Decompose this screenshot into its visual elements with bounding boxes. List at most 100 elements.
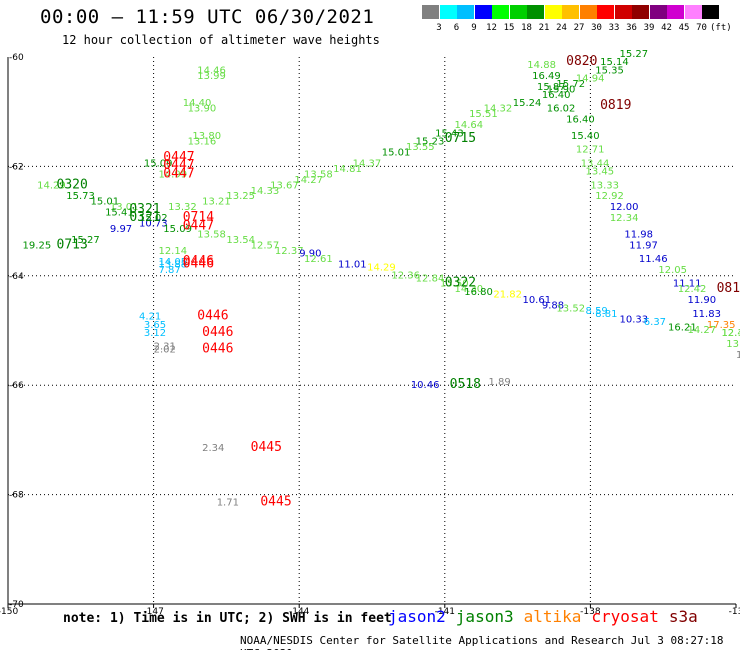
wave-height-label: 11.90 <box>687 295 716 306</box>
wave-height-label: 9.90 <box>299 249 321 260</box>
legend-label: 70 <box>696 23 707 33</box>
wave-height-label: 8.59 <box>586 306 608 317</box>
wave-height-label: 13.4 <box>726 339 740 350</box>
y-tick-label: -60 <box>9 53 24 63</box>
wave-height-label: 14.64 <box>455 120 484 131</box>
wave-height-label: 12.37 <box>275 246 304 257</box>
legend-swatch <box>509 5 527 19</box>
time-label: 0321 <box>129 202 160 217</box>
time-label: 0715 <box>445 131 476 146</box>
wave-height-label: 4.21 <box>139 312 161 323</box>
wave-height-label: 15.01 <box>382 147 411 158</box>
legend-label: 21 <box>538 23 550 33</box>
wave-height-label: 11.83 <box>692 309 721 320</box>
wave-height-label: 14.30 <box>455 284 484 295</box>
wave-height-label: 15.01 <box>91 197 120 208</box>
wave-height-label: 15.09 <box>163 224 192 235</box>
time-label: 0446 <box>183 257 214 272</box>
wave-height-label: 13.32 <box>168 202 197 213</box>
wave-height-label: 2.31 <box>154 342 176 353</box>
time-label: 0447 <box>163 158 194 173</box>
wave-height-label: 15.51 <box>469 109 498 120</box>
satellite-jason2: jason2 <box>388 607 446 626</box>
wave-height-label: 12.84 <box>416 273 445 284</box>
time-label: 0445 <box>260 495 291 510</box>
wave-height-label: 15.27 <box>620 49 649 60</box>
legend-label: 3 <box>436 23 442 33</box>
y-tick-label: -64 <box>9 272 24 282</box>
wave-height-label: 11.11 <box>673 279 702 290</box>
satellite-cryosat: cryosat <box>591 607 659 626</box>
legend-label: 33 <box>608 23 620 33</box>
legend-label: 36 <box>626 23 637 33</box>
wave-height-label: 16.80 <box>464 287 493 298</box>
legend-swatch <box>544 5 562 19</box>
wave-height-label: 16.21 <box>668 323 697 334</box>
wave-height-label: 16.49 <box>532 71 561 82</box>
time-label: 0322 <box>445 276 476 291</box>
wave-height-label: 14.05 <box>158 257 187 268</box>
legend-label: 18 <box>521 23 532 33</box>
legend-swatch <box>474 5 492 19</box>
wave-height-label: 16.02 <box>547 104 576 115</box>
y-tick-label: -70 <box>9 600 24 610</box>
legend-swatch <box>667 5 684 19</box>
satellite-legend: jason2 jason3 altika cryosat s3a <box>388 607 708 626</box>
wave-height-label: 13.99 <box>197 71 226 82</box>
time-label: 0447 <box>163 150 194 165</box>
time-label: 0321 <box>129 210 160 225</box>
legend-swatch <box>632 5 649 19</box>
wave-height-label: 14.29 <box>367 262 396 273</box>
legend-swatch <box>562 5 579 19</box>
legend-swatch <box>614 5 632 19</box>
wave-height-label: 13.33 <box>590 180 619 191</box>
wave-height-label: 12.47 <box>721 328 740 339</box>
legend-label: 15 <box>503 23 515 33</box>
legend-label: 30 <box>591 23 602 33</box>
x-tick-label: -144 <box>289 607 310 617</box>
legend-label: 42 <box>661 23 672 33</box>
wave-height-label: 1.89 <box>488 377 510 388</box>
wave-height-label: 12.61 <box>304 254 333 265</box>
wave-height-label: 14.37 <box>353 158 382 169</box>
wave-height-label: 15.27 <box>71 235 100 246</box>
wave-height-label: 15.72 <box>556 79 585 90</box>
wave-height-label: 14.29 <box>37 180 66 191</box>
x-tick-label: -138 <box>580 607 601 617</box>
legend-swatch <box>439 5 457 19</box>
wave-height-label: 12.14 <box>158 246 187 257</box>
wave-height-label: 11.46 <box>639 254 668 265</box>
wave-height-label: 21.82 <box>493 290 522 301</box>
wave-height-label: 15.40 <box>571 131 600 142</box>
wave-height-label: 10.46 <box>411 380 440 391</box>
wave-height-label: 12.92 <box>595 191 624 202</box>
legend-label: 27 <box>573 23 585 33</box>
y-tick-label: -62 <box>9 162 24 172</box>
wave-height-label: 15.41 <box>105 208 134 219</box>
wave-height-label: 3.65 <box>144 320 166 331</box>
wave-height-label: 12.05 <box>658 265 687 276</box>
satellite-altika: altika <box>523 607 582 626</box>
wave-height-label: 13.25 <box>226 191 255 202</box>
wave-height-label: 15.35 <box>595 65 624 76</box>
wave-height-label: 12.00 <box>610 202 639 213</box>
footer-credit: NOAA/NESDIS Center for Satellite Applica… <box>240 634 724 650</box>
legend-swatch <box>702 5 719 19</box>
wave-height-label: 12.36 <box>391 271 420 282</box>
wave-height-label: 15.87 <box>537 82 566 93</box>
wave-height-label: 13.58 <box>197 230 226 241</box>
wave-height-label: 15.23 <box>416 137 445 148</box>
wave-height-label: 15.90 <box>547 85 576 96</box>
wave-height-label: 7.87 <box>158 265 180 276</box>
wave-height-label: 2.02 <box>154 344 176 355</box>
wave-height-label: 13.52 <box>556 303 585 314</box>
wave-height-label: 13.50 <box>440 279 469 290</box>
wave-height-label: 13.80 <box>192 131 221 142</box>
time-label: 0714 <box>183 210 214 225</box>
wave-height-label: 10.61 <box>522 295 551 306</box>
wave-height-label: 14.94 <box>576 74 605 85</box>
satellite-s3a: s3a <box>668 607 698 626</box>
wave-height-label: 15.43 <box>435 128 464 139</box>
